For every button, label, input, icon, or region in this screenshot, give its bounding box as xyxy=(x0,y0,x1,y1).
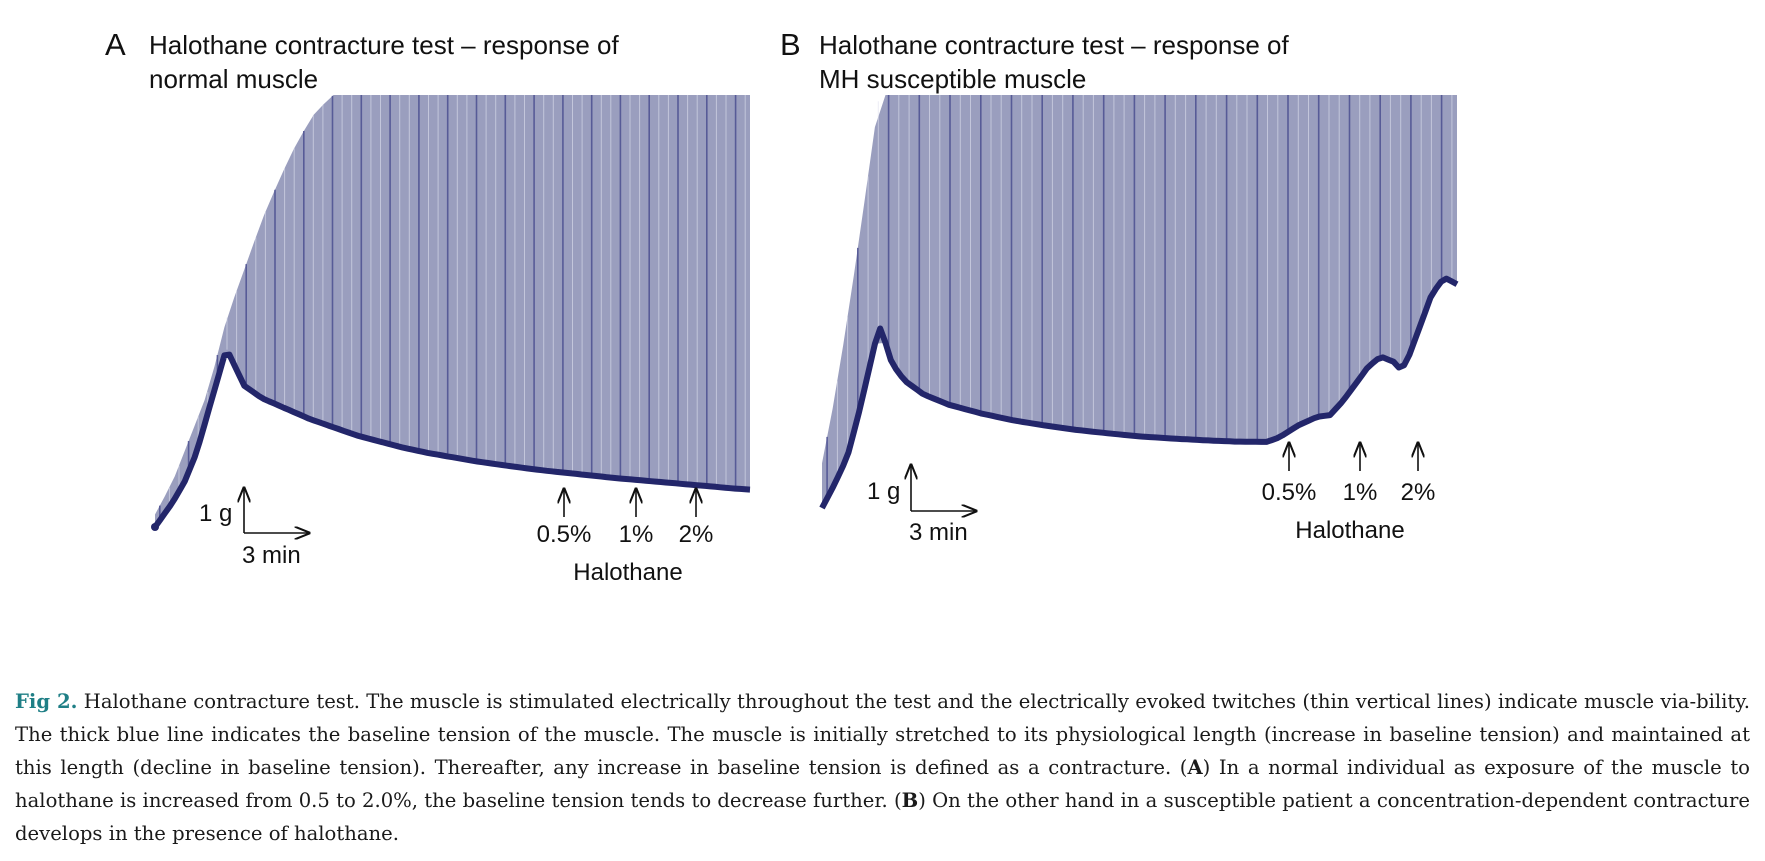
panel-a-scale-bar: 1 g 3 min xyxy=(199,488,309,569)
figure-label: Fig 2. xyxy=(15,690,78,713)
caption-text-3: ) On the other hand in a susceptible pat… xyxy=(15,789,1750,845)
panel-a-title-line-2: normal muscle xyxy=(149,64,319,94)
figure-caption: Fig 2. Halothane contracture test. The m… xyxy=(15,685,1750,850)
panel-a-letter: A xyxy=(105,27,126,62)
panel-b-scale-y-label: 1 g xyxy=(867,478,900,505)
panel-a-twitch-traces xyxy=(155,95,750,527)
caption-text-1: Halothane contracture test. The muscle i… xyxy=(15,690,1750,779)
caption-ref-b: B xyxy=(901,789,919,812)
panel-a-scale-y-label: 1 g xyxy=(199,500,232,527)
panel-a-halothane-markers: 0.5% 1% 2% Halothane xyxy=(537,489,714,586)
panel-b-chart: 1 g 3 min 0.5% 1% 2% Halothane xyxy=(819,95,1459,546)
panel-b-arrow-label-0: 0.5% xyxy=(1262,479,1317,506)
panel-a-halothane-label: Halothane xyxy=(573,559,682,586)
panel-b-scale-bar: 1 g 3 min xyxy=(867,465,976,546)
panel-a-scale-x-label: 3 min xyxy=(242,542,301,569)
panel-a-arrow-label-1: 1% xyxy=(619,521,654,548)
panel-b-letter: B xyxy=(780,27,801,62)
panel-b-title: Halothane contracture test – response of… xyxy=(819,28,1289,96)
caption-text-2: ) In a normal individual as exposure of … xyxy=(15,756,1750,812)
panel-b-arrow-label-1: 1% xyxy=(1343,479,1378,506)
panel-b-title-line-1: Halothane contracture test – response of xyxy=(819,30,1289,60)
panel-a-baseline-trace xyxy=(152,351,751,529)
panel-b-scale-x-label: 3 min xyxy=(909,519,968,546)
caption-ref-a: A xyxy=(1187,756,1203,779)
panel-b-halothane-label: Halothane xyxy=(1295,517,1404,544)
panel-b-baseline-trace xyxy=(819,275,1459,510)
panel-a-arrow-label-0: 0.5% xyxy=(537,521,592,548)
panel-b-arrow-label-2: 2% xyxy=(1401,479,1436,506)
panel-a-trace-start-dot xyxy=(151,523,159,531)
panel-b-twitch-traces xyxy=(822,95,1457,508)
panel-a-chart: 1 g 3 min 0.5% 1% 2% Halothane xyxy=(151,95,751,586)
panel-b-twitch-band xyxy=(822,95,1457,508)
panel-b-halothane-markers: 0.5% 1% 2% Halothane xyxy=(1262,443,1436,544)
panel-a-title: Halothane contracture test – response of… xyxy=(149,28,619,96)
panel-a-arrow-label-2: 2% xyxy=(679,521,714,548)
panel-a-title-line-1: Halothane contracture test – response of xyxy=(149,30,619,60)
panel-b-title-line-2: MH susceptible muscle xyxy=(819,64,1087,94)
